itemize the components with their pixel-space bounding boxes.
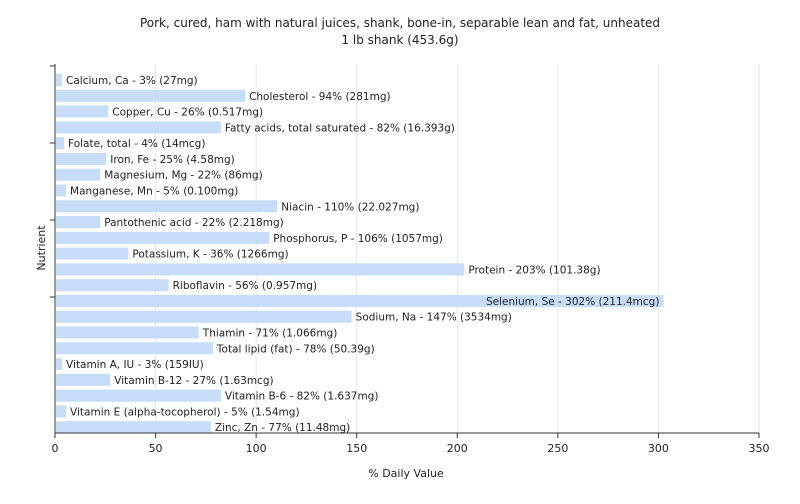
grid	[155, 64, 760, 433]
y-axis-label: Nutrient	[35, 225, 48, 271]
bar-label: Calcium, Ca - 3% (27mg)	[66, 75, 198, 87]
bar	[56, 89, 246, 102]
bar-label: Vitamin A, IU - 3% (159IU)	[66, 359, 204, 371]
x-tick-label: 0	[52, 442, 59, 455]
x-tick-labels: 0 50 100 150 200 250 300 350	[52, 442, 770, 455]
bar-label: Phosphorus, P - 106% (1057mg)	[273, 233, 443, 245]
bar-label: Pantothenic acid - 22% (2.218mg)	[104, 217, 283, 229]
bar	[56, 405, 67, 418]
bar	[56, 216, 101, 229]
bar	[56, 168, 101, 181]
bar	[56, 294, 664, 307]
x-tick-label: 150	[346, 442, 367, 455]
bar	[56, 74, 63, 86]
bar-label: Sodium, Na - 147% (3534mg)	[356, 312, 512, 324]
bar	[56, 342, 213, 355]
bar	[56, 231, 270, 244]
x-tick-label: 50	[149, 442, 163, 455]
bar-label: Zinc, Zn - 77% (11.48mg)	[215, 422, 350, 434]
bar	[56, 326, 199, 339]
x-tick-label: 350	[749, 442, 770, 455]
bar	[56, 152, 107, 165]
axes	[50, 64, 760, 438]
bar	[56, 121, 221, 134]
x-tick-label: 100	[246, 442, 267, 455]
bar	[56, 358, 63, 371]
bar-label: Vitamin B-12 - 27% (1.63mcg)	[114, 375, 273, 387]
bar-label: Niacin - 110% (22.027mg)	[281, 201, 419, 213]
bars: Calcium, Ca - 3% (27mg) Cholesterol - 94%…	[56, 74, 664, 434]
x-tick-label: 250	[547, 442, 568, 455]
bar	[56, 373, 111, 386]
bar	[56, 279, 169, 292]
bar	[56, 200, 278, 213]
bar	[56, 389, 221, 402]
bar-label: Total lipid (fat) - 78% (50.39g)	[216, 343, 375, 355]
bar-label: Selenium, Se - 302% (211.4mcg)	[486, 296, 660, 308]
bar	[56, 421, 211, 434]
bar	[56, 310, 352, 323]
bar-label: Magnesium, Mg - 22% (86mg)	[104, 170, 263, 182]
chart-title: Pork, cured, ham with natural juices, sh…	[140, 16, 660, 30]
bar-label: Folate, total - 4% (14mcg)	[68, 138, 205, 150]
bar-label: Potassium, K - 36% (1266mg)	[132, 249, 288, 261]
bar	[56, 137, 65, 150]
bar	[56, 105, 109, 118]
bar-label: Vitamin B-6 - 82% (1.637mg)	[225, 391, 379, 403]
x-tick-label: 200	[447, 442, 468, 455]
bar	[56, 184, 67, 197]
chart-subtitle: 1 lb shank (453.6g)	[341, 33, 458, 47]
x-tick-label: 300	[648, 442, 669, 455]
x-axis-label: % Daily Value	[368, 467, 444, 480]
bar-label: Manganese, Mn - 5% (0.100mg)	[70, 185, 238, 197]
bar-label: Protein - 203% (101.38g)	[468, 264, 600, 276]
bar	[56, 263, 465, 276]
bar-label: Iron, Fe - 25% (4.58mg)	[110, 154, 234, 166]
bar-label: Riboflavin - 56% (0.957mg)	[173, 280, 317, 292]
bar-label: Copper, Cu - 26% (0.517mg)	[112, 107, 263, 119]
bar-label: Cholesterol - 94% (281mg)	[249, 91, 391, 103]
bar	[56, 247, 129, 260]
bar-label: Fatty acids, total saturated - 82% (16.3…	[225, 122, 455, 134]
bar-label: Vitamin E (alpha-tocopherol) - 5% (1.54m…	[70, 406, 299, 418]
bar-label: Thiamin - 71% (1.066mg)	[202, 328, 338, 340]
